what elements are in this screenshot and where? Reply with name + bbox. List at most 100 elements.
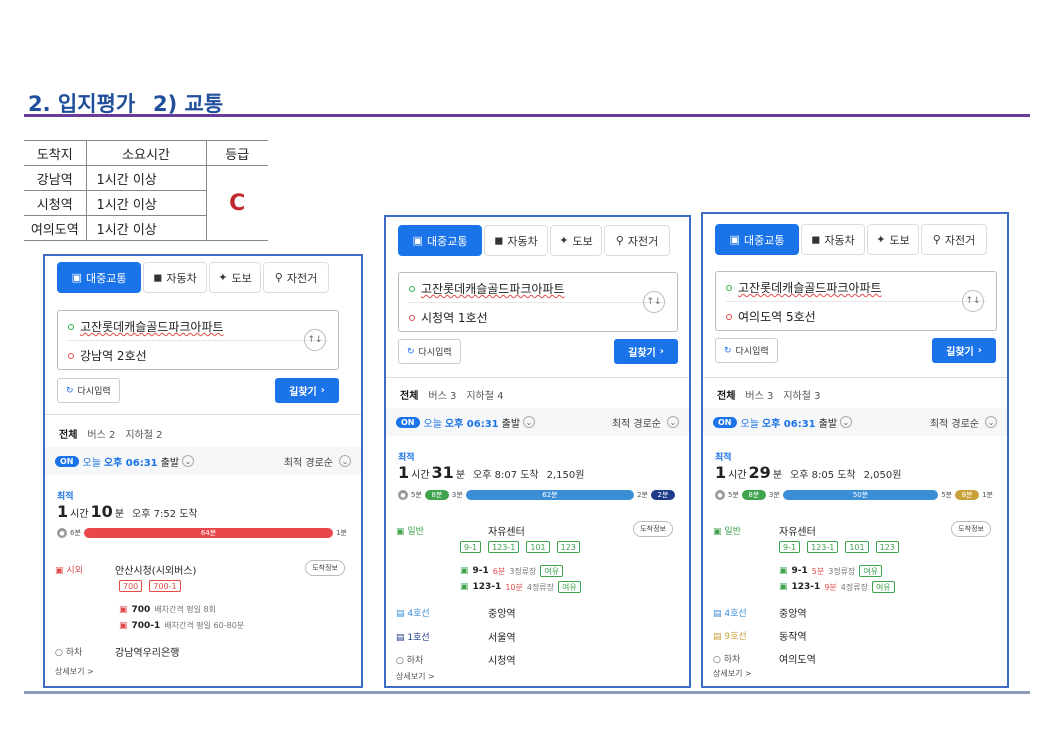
reset-button[interactable]: ↻ 다시입력 [398, 339, 461, 364]
arrival-info-button[interactable]: 도착정보 [951, 521, 991, 537]
bus-number: 9-1 [791, 566, 808, 576]
sort-select[interactable]: 최적 경로순 ⌄ [612, 415, 679, 430]
tab-transit[interactable]: ▣ 대중교통 [715, 224, 799, 255]
sort-select[interactable]: 최적 경로순 ⌄ [284, 454, 351, 469]
bus-icon: ▣ [71, 271, 82, 284]
sort-select[interactable]: 최적 경로순 ⌄ [930, 415, 997, 430]
bus-row[interactable]: ▣ 9-1 5분 3정류장 여유 [779, 565, 885, 577]
leg-mode: ▤ 1호선 [396, 633, 430, 643]
tab-all[interactable]: 전체 [717, 391, 736, 402]
tab-all[interactable]: 전체 [400, 391, 419, 402]
bus-row[interactable]: ▣ 700 배차간격 평일 8회 [119, 604, 216, 615]
bus-chip[interactable]: 9-1 [460, 541, 482, 553]
tab-car[interactable]: ◼ 자동차 [801, 224, 865, 255]
tab-walk[interactable]: ✦ 도보 [209, 262, 261, 293]
bus-chips: 700 700-1 [119, 580, 184, 592]
crowd-badge: 여유 [540, 565, 564, 577]
bus-row[interactable]: ▣ 123-1 10분 4정류장 여유 [460, 581, 584, 593]
bus-icon: ▣ [119, 604, 128, 615]
segment-time: 64분 [200, 529, 217, 537]
bus-chip[interactable]: 9-1 [779, 541, 801, 553]
destination-field[interactable]: 시청역 1호선 [409, 309, 488, 326]
bus-chips: 9-1 123-1 101 123 [460, 541, 583, 553]
walk-icon: ✦ [876, 233, 886, 246]
transfer-time: 2분 [637, 491, 648, 499]
origin-field[interactable]: 고잔롯데캐슬골드파크아파트 [68, 318, 224, 335]
bus-chip[interactable]: 123 [875, 541, 899, 553]
on-badge[interactable]: ON [55, 455, 79, 467]
tab-bus[interactable]: 버스 3 [745, 391, 774, 402]
tab-subway[interactable]: 지하철 2 [125, 430, 163, 441]
bus-chip[interactable]: 700 [119, 580, 143, 592]
tab-transit[interactable]: ▣ 대중교통 [398, 225, 482, 256]
duration: 1 시간 31 분 오후 8:07 도착 2,150원 [398, 463, 584, 482]
bus-icon: ▣ [460, 566, 469, 576]
tab-car[interactable]: ◼ 자동차 [143, 262, 207, 293]
find-route-button[interactable]: 길찾기 › [614, 339, 678, 364]
destination-text: 시청역 1호선 [421, 311, 488, 325]
arrival-info-button[interactable]: 도착정보 [305, 560, 345, 576]
route-legs: ▣ 일반 자유센터 도착정보 9-1 123-1 101 123 ▣ 9-1 6분 3정류장 여… [396, 517, 679, 677]
origin-field[interactable]: 고잔롯데캐슬골드파크아파트 [726, 279, 882, 296]
find-route-button[interactable]: 길찾기 › [932, 338, 996, 363]
tab-bus[interactable]: 버스 3 [428, 391, 457, 402]
table-header-row: 도착지 소요시간 등급 [24, 140, 268, 166]
destination-field[interactable]: 여의도역 5호선 [726, 308, 816, 325]
tab-walk[interactable]: ✦ 도보 [550, 225, 602, 256]
arrival-info-button[interactable]: 도착정보 [633, 521, 673, 537]
swap-icon[interactable]: ↑↓ [962, 290, 984, 312]
bus-chip[interactable]: 123 [556, 541, 580, 553]
chevron-down-icon[interactable]: ⌄ [523, 416, 536, 428]
tab-subway[interactable]: 지하철 4 [466, 391, 504, 402]
chevron-down-icon[interactable]: ⌄ [840, 416, 853, 428]
origin-field[interactable]: 고잔롯데캐슬골드파크아파트 [409, 280, 565, 297]
best-label: 최적 [715, 453, 732, 463]
tab-subway[interactable]: 지하철 3 [783, 391, 821, 402]
detail-link[interactable]: 상세보기 > [55, 667, 94, 676]
destination-field[interactable]: 강남역 2호선 [68, 347, 147, 364]
walk-time: 5분 [728, 491, 739, 499]
tab-all[interactable]: 전체 [59, 430, 78, 441]
route-legs: ▣ 일반 자유센터 도착정보 9-1 123-1 101 123 ▣ 9-1 5분 3정류장 여… [713, 517, 997, 677]
reset-button[interactable]: ↻ 다시입력 [57, 378, 120, 403]
detail-link[interactable]: 상세보기 > [396, 672, 435, 681]
find-route-button[interactable]: 길찾기 › [275, 378, 339, 403]
tab-bicycle[interactable]: ⚲ 자전거 [263, 262, 329, 293]
tab-bicycle[interactable]: ⚲ 자전거 [921, 224, 987, 255]
minutes-unit: 분 [772, 470, 783, 481]
bus-chip[interactable]: 101 [526, 541, 550, 553]
depart-time[interactable]: 오후 06:31 [444, 418, 499, 430]
depart-time[interactable]: 오후 06:31 [761, 418, 816, 430]
reset-button[interactable]: ↻ 다시입력 [715, 338, 778, 363]
bus-row[interactable]: ▣ 123-1 9분 4정류장 여유 [779, 581, 898, 593]
depart-time[interactable]: 오후 06:31 [103, 457, 158, 469]
walk-time: 1분 [336, 529, 347, 537]
swap-icon[interactable]: ↑↓ [643, 291, 665, 313]
tab-bus[interactable]: 버스 2 [87, 430, 116, 441]
bus-row[interactable]: ▣ 9-1 6분 3정류장 여유 [460, 565, 566, 577]
bus-chip[interactable]: 101 [845, 541, 869, 553]
tab-bicycle[interactable]: ⚲ 자전거 [604, 225, 670, 256]
route-input-box: 고잔롯데캐슬골드파크아파트 강남역 2호선 ↑↓ [57, 310, 339, 370]
depart-label: 출발 [501, 418, 521, 430]
detail-link[interactable]: 상세보기 > [713, 669, 752, 678]
on-badge[interactable]: ON [713, 416, 737, 428]
bus-chip[interactable]: 123-1 [807, 541, 839, 553]
bus-row[interactable]: ▣ 700-1 배차간격 평일 60-80분 [119, 620, 244, 631]
chevron-down-icon[interactable]: ⌄ [182, 455, 195, 467]
bus-chip[interactable]: 700-1 [149, 580, 181, 592]
title-divider [24, 114, 1030, 117]
bus-chip[interactable]: 123-1 [488, 541, 520, 553]
tab-transit[interactable]: ▣ 대중교통 [57, 262, 141, 293]
chevron-right-icon: › [977, 345, 982, 356]
bus-icon: ▣ [779, 566, 788, 576]
divider [409, 302, 667, 303]
depart-label: 출발 [818, 418, 838, 430]
departure-bar: ON 오늘 오후 06:31 출발 ⌄ 최적 경로순 ⌄ [386, 408, 689, 436]
on-badge[interactable]: ON [396, 416, 420, 428]
swap-icon[interactable]: ↑↓ [304, 329, 326, 351]
tab-walk[interactable]: ✦ 도보 [867, 224, 919, 255]
tab-car[interactable]: ◼ 자동차 [484, 225, 548, 256]
best-label: 최적 [57, 492, 74, 502]
mode-tabs: ▣ 대중교통 ◼ 자동차 ✦ 도보 ⚲ 자전거 [57, 262, 329, 293]
